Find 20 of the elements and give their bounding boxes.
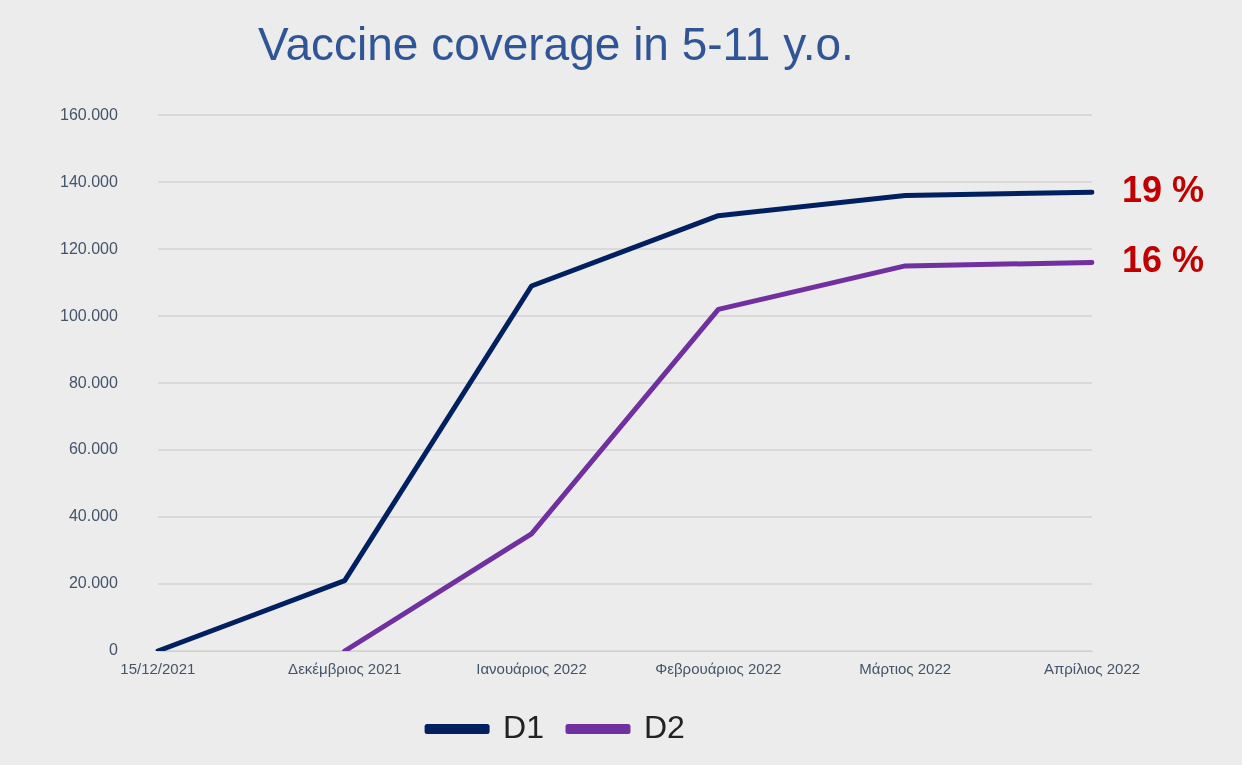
x-tick-label: Ιανουάριος 2022 [476, 660, 587, 678]
x-tick-label: Φεβρουάριος 2022 [655, 660, 782, 678]
y-tick-label: 140.000 [59, 172, 118, 190]
x-tick-label: Απρίλιος 2022 [1043, 660, 1141, 678]
x-tick-label: 15/12/2021 [120, 660, 196, 678]
legend-label: D2 [644, 708, 685, 745]
y-tick-label: 20.000 [68, 574, 118, 592]
y-tick-label: 0 [108, 641, 118, 659]
legend-label: D1 [503, 708, 544, 745]
x-tick-label: Δεκέμβριος 2021 [288, 660, 402, 678]
chart-title: Vaccine coverage in 5-11 y.o. [258, 18, 854, 71]
y-tick-label: 60.000 [68, 440, 118, 458]
annotation: 16 % [1122, 239, 1205, 281]
y-tick-label: 80.000 [68, 373, 118, 391]
y-tick-label: 160.000 [59, 105, 118, 123]
y-tick-label: 40.000 [68, 507, 118, 525]
y-tick-label: 100.000 [59, 306, 118, 324]
y-tick-label: 120.000 [59, 239, 118, 257]
x-tick-label: Μάρτιος 2022 [859, 660, 952, 678]
annotation: 19 % [1122, 169, 1205, 211]
